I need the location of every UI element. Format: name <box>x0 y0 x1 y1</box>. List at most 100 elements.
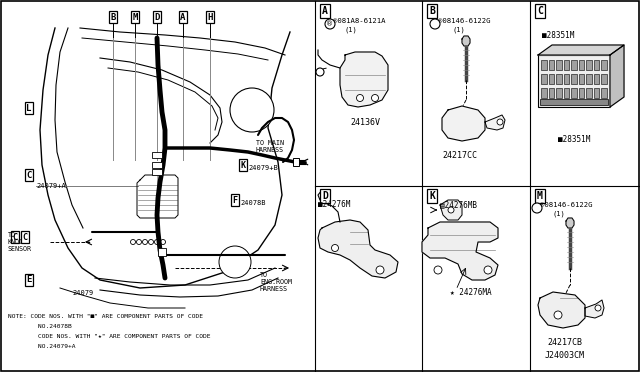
Polygon shape <box>538 45 624 55</box>
Bar <box>563 74 569 84</box>
Bar <box>152 169 162 175</box>
Text: C: C <box>537 6 543 16</box>
Bar <box>152 152 162 158</box>
Text: F: F <box>232 196 237 205</box>
Circle shape <box>356 94 364 102</box>
Bar <box>579 60 584 70</box>
Text: 24217CC: 24217CC <box>442 151 477 160</box>
Text: E: E <box>26 276 32 285</box>
Polygon shape <box>538 292 585 328</box>
Text: TO
KNOCK
SENSOR: TO KNOCK SENSOR <box>8 232 32 252</box>
Text: C: C <box>22 232 28 241</box>
Bar <box>586 88 591 98</box>
Text: A: A <box>180 13 186 22</box>
Text: D: D <box>154 13 160 22</box>
Polygon shape <box>442 106 485 141</box>
Text: ■24276M: ■24276M <box>318 200 350 209</box>
Text: 24079+A: 24079+A <box>36 183 66 189</box>
Bar <box>541 74 547 84</box>
Polygon shape <box>462 36 470 46</box>
Text: (1): (1) <box>452 26 465 32</box>
Text: ■28351M: ■28351M <box>542 31 574 40</box>
Polygon shape <box>137 175 178 218</box>
Circle shape <box>230 88 274 132</box>
Bar <box>548 88 554 98</box>
Text: TO MAIN
HARNESS: TO MAIN HARNESS <box>256 140 284 153</box>
Circle shape <box>325 19 335 29</box>
Text: 24079: 24079 <box>72 290 93 296</box>
Text: A: A <box>322 6 328 16</box>
Text: C: C <box>13 232 17 241</box>
Bar <box>541 60 547 70</box>
Bar <box>556 74 561 84</box>
Text: NOTE: CODE NOS. WITH "■" ARE COMPONENT PARTS OF CODE: NOTE: CODE NOS. WITH "■" ARE COMPONENT P… <box>8 314 203 319</box>
Circle shape <box>371 94 378 102</box>
Bar <box>152 162 162 168</box>
Polygon shape <box>485 115 505 130</box>
Bar <box>548 74 554 84</box>
Text: ®081A8-6121A: ®081A8-6121A <box>333 18 385 24</box>
Text: M: M <box>132 13 138 22</box>
Bar <box>538 55 610 107</box>
Text: ■28351M: ■28351M <box>558 135 590 144</box>
Polygon shape <box>610 45 624 107</box>
Text: K: K <box>241 160 246 170</box>
Text: H: H <box>207 13 212 22</box>
Polygon shape <box>585 300 604 318</box>
Bar <box>556 88 561 98</box>
Text: L: L <box>26 103 32 112</box>
Circle shape <box>448 207 454 213</box>
Polygon shape <box>318 220 398 278</box>
Text: B: B <box>429 6 435 16</box>
Circle shape <box>497 119 503 125</box>
Circle shape <box>532 203 542 213</box>
Bar <box>563 60 569 70</box>
Bar <box>586 60 591 70</box>
Circle shape <box>154 240 159 244</box>
Text: NO.24079+A: NO.24079+A <box>8 344 76 349</box>
Circle shape <box>161 240 166 244</box>
Bar <box>541 88 547 98</box>
Polygon shape <box>340 52 388 107</box>
Text: 24136V: 24136V <box>350 118 380 127</box>
Bar <box>593 60 599 70</box>
Circle shape <box>219 246 251 278</box>
Bar <box>601 60 607 70</box>
Text: D: D <box>322 191 328 201</box>
Circle shape <box>136 240 141 244</box>
Bar <box>293 158 299 166</box>
Text: M: M <box>537 191 543 201</box>
Text: ®08146-6122G: ®08146-6122G <box>438 18 490 24</box>
Bar <box>601 74 607 84</box>
Bar <box>579 74 584 84</box>
Bar <box>571 60 577 70</box>
Text: ®: ® <box>326 21 333 27</box>
Bar <box>540 99 608 105</box>
Bar <box>556 60 561 70</box>
Text: K: K <box>429 191 435 201</box>
Circle shape <box>148 240 154 244</box>
Circle shape <box>434 266 442 274</box>
Text: (1): (1) <box>553 210 566 217</box>
Text: 24078B: 24078B <box>240 200 266 206</box>
Circle shape <box>430 19 440 29</box>
Text: NO.24078B: NO.24078B <box>8 324 72 329</box>
Circle shape <box>131 240 136 244</box>
Circle shape <box>376 266 384 274</box>
Text: ®08146-6122G: ®08146-6122G <box>540 202 593 208</box>
Circle shape <box>595 305 601 311</box>
Bar <box>158 248 166 256</box>
Text: B: B <box>110 13 116 22</box>
Bar <box>548 60 554 70</box>
Bar <box>601 88 607 98</box>
Circle shape <box>332 244 339 251</box>
Polygon shape <box>422 222 498 280</box>
Text: CODE NOS. WITH "★" ARE COMPONENT PARTS OF CODE: CODE NOS. WITH "★" ARE COMPONENT PARTS O… <box>8 334 211 339</box>
Bar <box>593 74 599 84</box>
Text: TO
ENG.ROOM
HARNESS: TO ENG.ROOM HARNESS <box>260 272 292 292</box>
Text: 24079+B: 24079+B <box>248 165 278 171</box>
Circle shape <box>316 68 324 76</box>
Bar <box>571 74 577 84</box>
Bar <box>586 74 591 84</box>
Bar <box>571 88 577 98</box>
